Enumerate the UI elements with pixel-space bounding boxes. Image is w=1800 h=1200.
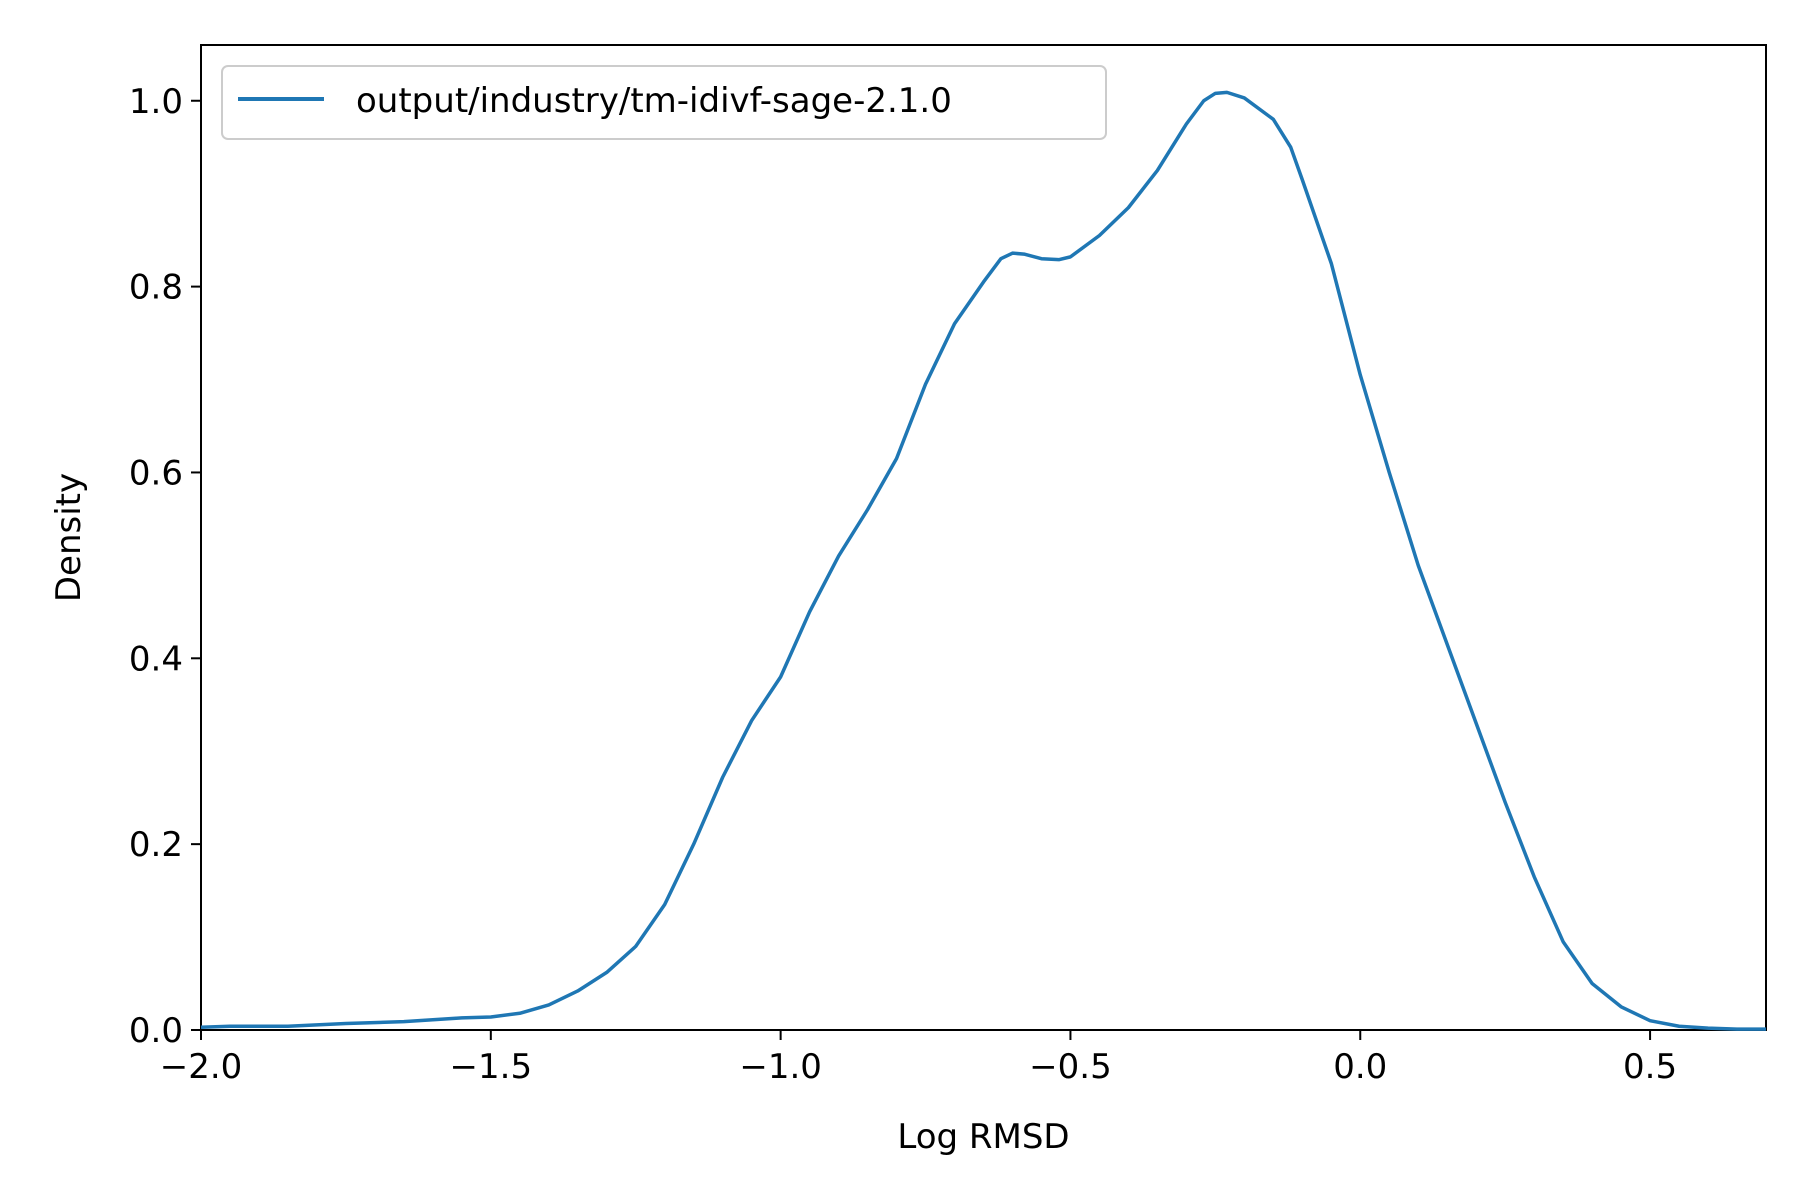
- x-tick-label: 0.0: [1333, 1047, 1387, 1087]
- legend-series-label: output/industry/tm-idivf-sage-2.1.0: [356, 81, 952, 121]
- x-tick-label: −2.0: [160, 1047, 243, 1087]
- x-tick-label: −1.5: [450, 1047, 533, 1087]
- legend-box: [221, 65, 1107, 140]
- x-axis-ticks: −2.0 −1.5 −1.0 −0.5 0.0 0.5: [160, 1030, 1677, 1087]
- x-tick-label: 0.5: [1623, 1047, 1677, 1087]
- y-tick-label: 0.6: [129, 453, 183, 493]
- y-axis-label: Density: [49, 473, 89, 602]
- y-tick-label: 0.2: [129, 825, 183, 865]
- y-axis-ticks: 0.0 0.2 0.4 0.6 0.8 1.0: [129, 82, 201, 1051]
- x-tick-label: −0.5: [1029, 1047, 1112, 1087]
- y-tick-label: 0.8: [129, 268, 183, 308]
- y-tick-label: 0.0: [129, 1011, 183, 1051]
- x-axis-label: Log RMSD: [897, 1117, 1069, 1157]
- y-tick-label: 1.0: [129, 82, 183, 122]
- series-line-0: [200, 90, 1766, 1031]
- axes-frame: [200, 44, 1767, 1031]
- y-tick-label: 0.4: [129, 639, 183, 679]
- legend: output/industry/tm-idivf-sage-2.1.0: [221, 65, 1107, 140]
- x-tick-label: −1.0: [739, 1047, 822, 1087]
- plot-area: [200, 44, 1767, 1031]
